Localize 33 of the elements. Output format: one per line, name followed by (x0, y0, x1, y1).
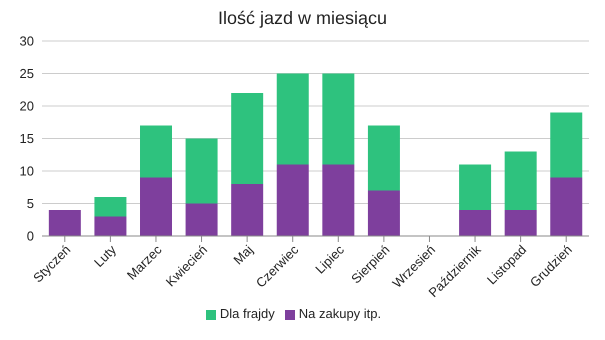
y-tick-label: 15 (20, 131, 34, 146)
bar (550, 112, 582, 178)
bar (504, 152, 537, 210)
x-tick-label: Maj (230, 242, 256, 268)
bar (322, 164, 354, 236)
bar (94, 197, 126, 216)
y-tick-label: 30 (20, 34, 34, 49)
y-tick-label: 20 (20, 98, 34, 114)
bar (140, 126, 172, 178)
bar (504, 210, 537, 236)
bar (368, 126, 400, 190)
bar (140, 178, 172, 236)
bar (459, 164, 492, 210)
bar (186, 138, 218, 204)
x-tick-label: Luty (91, 242, 120, 270)
bar (276, 74, 309, 164)
y-tick-label: 10 (20, 164, 34, 179)
y-tick-label: 5 (26, 196, 34, 212)
bar (48, 210, 81, 236)
bar (94, 216, 126, 236)
bar (231, 184, 264, 236)
chart-title: Ilość jazd w miesiącu (216, 8, 388, 29)
legend-label: Na zakupy itp. (298, 306, 382, 321)
bar (550, 178, 582, 236)
y-tick-label: 0 (26, 228, 34, 244)
legend-label: Dla frajdy (220, 306, 275, 321)
bar (231, 93, 264, 184)
bar (276, 164, 309, 236)
bar (459, 210, 492, 236)
bar (186, 204, 218, 236)
bar (322, 74, 354, 164)
y-tick-label: 25 (20, 66, 34, 82)
bar (368, 190, 400, 236)
